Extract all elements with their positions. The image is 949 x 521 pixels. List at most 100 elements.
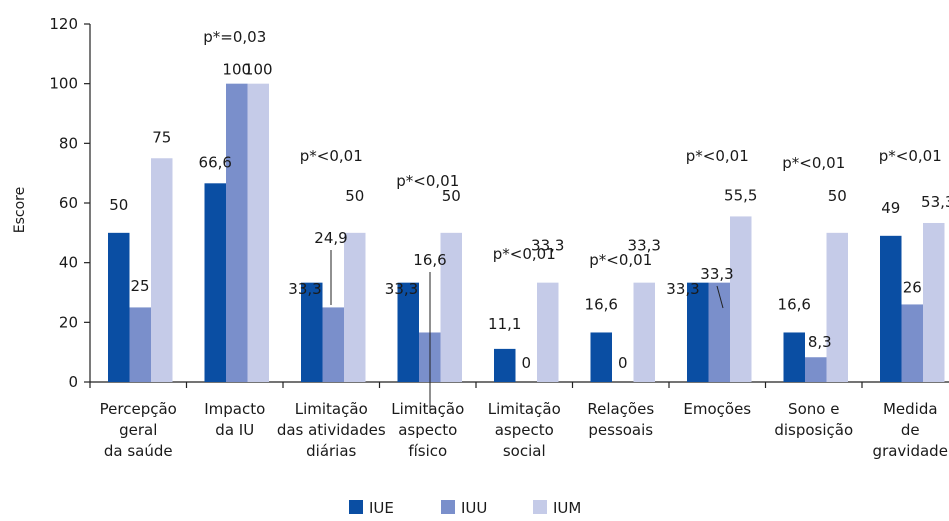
category-label-3: físico: [408, 442, 447, 460]
y-tick-label: 20: [59, 313, 78, 331]
category-label-7: Sono e: [788, 400, 839, 418]
data-label-iue-3: 33,3: [385, 280, 418, 298]
bar-ium-1: [247, 83, 269, 383]
p-value-annotation-8: p*<0,01: [879, 147, 942, 165]
p-value-annotation-7: p*<0,01: [782, 154, 845, 172]
legend-swatch-iuu: [441, 500, 455, 514]
category-label-7: disposição: [774, 421, 853, 439]
category-label-4: Limitação: [488, 400, 561, 418]
category-label-8: Medida: [883, 400, 938, 418]
category-label-3: aspecto: [398, 421, 457, 439]
bar-ium-0: [151, 158, 173, 382]
data-label-ium-6: 55,5: [724, 186, 757, 204]
bar-iuu-2: [322, 307, 344, 382]
bar-ium-6: [730, 216, 752, 382]
data-label-iue-2: 33,3: [288, 280, 321, 298]
category-label-4: aspecto: [495, 421, 554, 439]
category-label-5: pessoais: [588, 421, 653, 439]
p-value-annotation-3: p*<0,01: [396, 172, 459, 190]
data-label-ium-8: 53,3: [921, 193, 949, 211]
legend-swatch-ium: [533, 500, 547, 514]
legend: IUE IUU IUM: [349, 499, 581, 517]
legend-label-ium: IUM: [553, 499, 581, 517]
category-labels: Percepção geral da saúde Impacto da IU Limita…: [100, 400, 948, 460]
data-label-iue-5: 16,6: [585, 295, 618, 313]
leader-line: [716, 285, 724, 309]
y-tick-label: 0: [68, 373, 78, 391]
y-tick-label: 80: [59, 134, 78, 152]
y-tick-label: 40: [59, 254, 78, 272]
p-value-annotation-2: p*<0,01: [300, 147, 363, 165]
p-value-annotation-5: p*<0,01: [589, 251, 652, 269]
p-value-annotation-4: p*<0,01: [493, 245, 556, 263]
data-label-iuu-8: 26: [903, 278, 922, 296]
bar-iue-5: [590, 332, 612, 382]
data-label-ium-3: 50: [442, 187, 461, 205]
bar-iue-7: [783, 332, 805, 382]
bar-iuu-0: [129, 307, 151, 382]
data-label-ium-5: 33,3: [628, 237, 661, 255]
bar-iuu-8: [901, 304, 923, 382]
category-label-1: da IU: [215, 421, 254, 439]
y-tick-label: 60: [59, 194, 78, 212]
bars: [108, 83, 945, 383]
data-label-ium-2: 50: [345, 187, 364, 205]
bar-iue-2: [301, 282, 323, 382]
y-tick-label: 120: [49, 15, 78, 33]
legend-swatch-iue: [349, 500, 363, 514]
bar-iue-1: [204, 183, 226, 382]
category-label-4: social: [503, 442, 546, 460]
data-label-ium-1: 100: [244, 61, 273, 79]
data-label-iuu-0: 25: [130, 277, 149, 295]
data-label-ium-4: 33,3: [531, 237, 564, 255]
y-tick-label: 100: [49, 75, 78, 93]
data-label-iuu-2: 24,9: [314, 229, 347, 247]
bar-ium-5: [633, 282, 655, 382]
y-axis-label: Escore: [12, 187, 28, 233]
category-label-2: diárias: [306, 442, 356, 460]
bar-ium-3: [440, 232, 462, 382]
bar-iuu-6: [708, 282, 730, 382]
legend-label-iuu: IUU: [461, 499, 487, 517]
data-label-iue-1: 66,6: [199, 153, 232, 171]
category-label-1: Impacto: [204, 400, 265, 418]
category-label-2: das atividades: [277, 421, 386, 439]
data-label-iue-0: 50: [109, 196, 128, 214]
bar-iuu-1: [226, 83, 248, 383]
data-label-ium-7: 50: [828, 187, 847, 205]
p-value-annotation-1: p*=0,03: [203, 28, 266, 46]
bar-iue-0: [108, 232, 130, 382]
category-label-3: Limitação: [391, 400, 464, 418]
bar-ium-4: [537, 282, 559, 382]
data-label-iue-4: 11,1: [488, 315, 521, 333]
data-label-iuu-3: 16,6: [413, 251, 446, 269]
data-label-iuu-4: 0: [521, 354, 531, 372]
data-label-iuu-5: 0: [618, 354, 628, 372]
category-label-5: Relações: [587, 400, 654, 418]
data-label-iuu-7: 8,3: [808, 333, 832, 351]
data-label-iue-8: 49: [881, 199, 900, 217]
bar-iue-4: [494, 348, 516, 382]
category-label-0: geral: [119, 421, 157, 439]
category-label-8: gravidade: [873, 442, 948, 460]
data-label-iuu-6: 33,3: [700, 265, 733, 283]
data-label-iue-7: 16,6: [778, 295, 811, 313]
bar-iue-6: [687, 282, 709, 382]
category-label-0: Percepção: [100, 400, 177, 418]
annotations: p*=0,03 p*<0,01 p*<0,01 p*<0,01 p*<0,01 p*<0,…: [203, 28, 942, 269]
category-label-2: Limitação: [295, 400, 368, 418]
category-label-0: da saúde: [104, 442, 173, 460]
p-value-annotation-6: p*<0,01: [686, 147, 749, 165]
category-label-6: Emoções: [683, 400, 751, 418]
legend-label-iue: IUE: [369, 499, 394, 517]
data-label-iuu-1: 100: [222, 61, 251, 79]
bar-iuu-7: [805, 357, 827, 382]
category-label-8: de: [901, 421, 920, 439]
bar-iue-3: [397, 282, 419, 382]
data-label-ium-0: 75: [152, 128, 171, 146]
bar-ium-7: [826, 232, 848, 382]
bar-ium-8: [923, 222, 945, 382]
data-label-iue-6: 33,3: [666, 280, 699, 298]
